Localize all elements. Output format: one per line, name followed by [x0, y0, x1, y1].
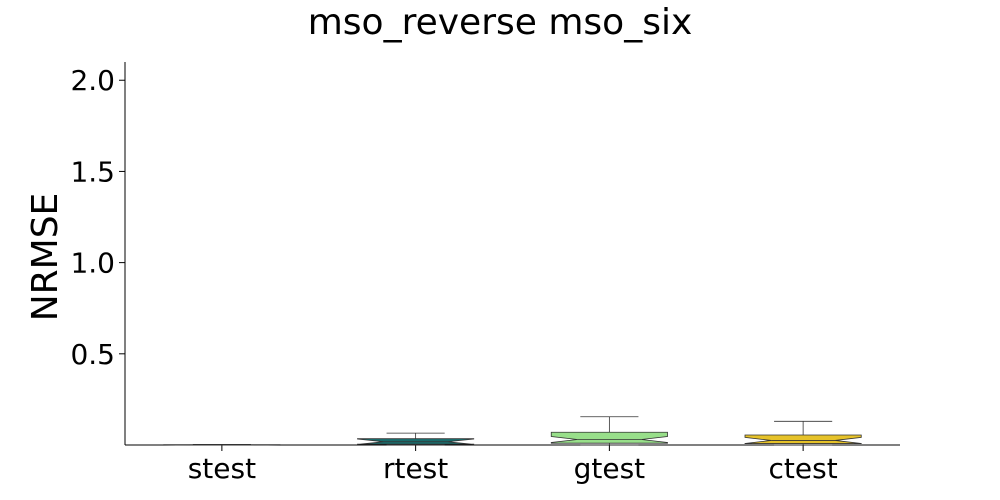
- chart-title: mso_reverse mso_six: [307, 2, 693, 43]
- box-ctest: [744, 420, 862, 446]
- x-tick-label: ctest: [769, 452, 838, 485]
- x-tick-label: gtest: [574, 452, 646, 485]
- x-tick-label: rtest: [383, 452, 448, 485]
- box-gtest: [550, 416, 668, 446]
- y-tick-label: 2.0: [70, 64, 115, 97]
- box-series: [163, 416, 862, 446]
- axes: [119, 62, 900, 451]
- box-body: [550, 431, 668, 444]
- tick-labels: 0.5 1.0 1.5 2.0 stest rtest gtest ctest: [70, 64, 837, 485]
- x-tick-label: stest: [188, 452, 256, 485]
- box-stest: [163, 444, 281, 446]
- y-tick-label: 0.5: [70, 338, 115, 371]
- y-tick-label: 1.0: [70, 247, 115, 280]
- y-axis-label: NRMSE: [25, 193, 66, 322]
- y-tick-label: 1.5: [70, 155, 115, 188]
- box-body: [744, 434, 862, 444]
- box-rtest: [357, 432, 475, 446]
